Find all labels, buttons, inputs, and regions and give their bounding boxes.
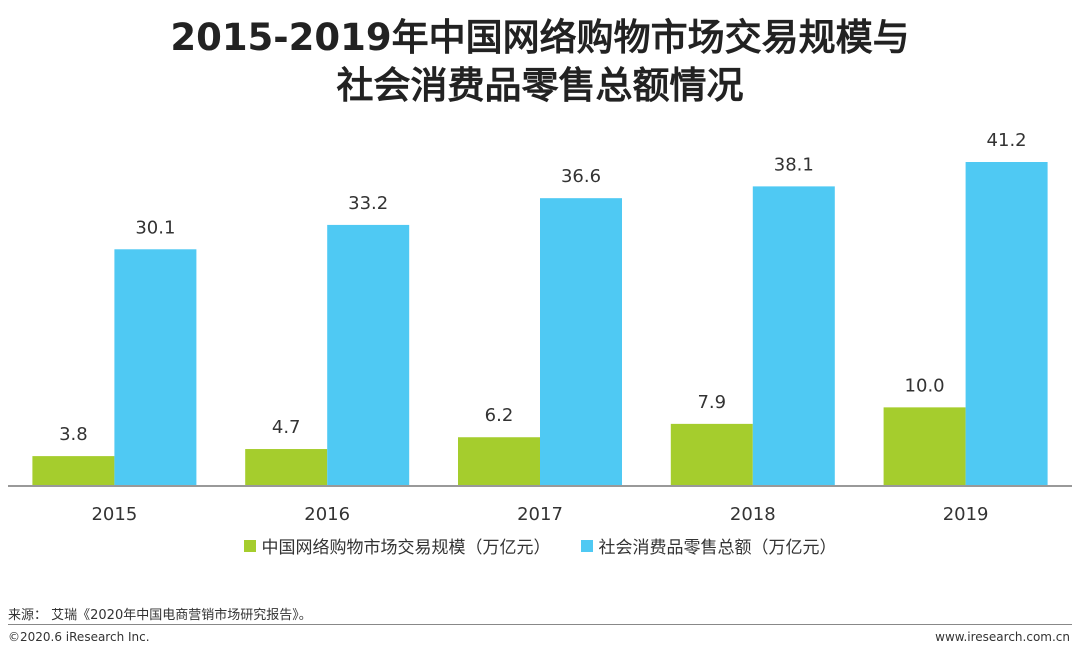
bar-online-shopping-2017 [458,437,540,486]
chart-title-line-1: 2015-2019年中国网络购物市场交易规模与 [170,16,910,59]
bar-online-shopping-2019 [883,407,966,486]
bar-retail-sales-2017 [540,198,622,487]
bar-chart: 3.8 30.1 2015 4.7 33.2 2016 6.2 36.6 2017 7.9 38.1… [8,130,1072,525]
data-label-retail-sales-2017: 36.6 [561,166,601,187]
chart-title-line-2: 社会消费品零售总额情况 [336,64,744,107]
copyright-text: ©2020.6 iResearch Inc. [8,630,150,644]
bar-retail-sales-2018 [752,186,835,486]
footer-divider [8,624,1072,625]
x-tick-label-2015: 2015 [91,504,137,525]
bar-online-shopping-2016 [245,449,328,486]
x-tick-label-2017: 2017 [517,504,563,525]
data-label-online-shopping-2019: 10.0 [905,375,945,396]
data-label-online-shopping-2017: 6.2 [485,405,514,426]
x-tick-label-2019: 2019 [943,504,989,525]
legend-swatch-retail-sales [580,539,593,552]
bar-retail-sales-2015 [114,249,197,486]
bar-retail-sales-2016 [327,224,410,486]
website-text: www.iresearch.com.cn [935,630,1070,644]
x-tick-label-2018: 2018 [730,504,776,525]
data-label-online-shopping-2015: 3.8 [59,424,88,445]
legend-item-retail-sales: 社会消费品零售总额（万亿元） [580,533,837,558]
legend-swatch-online-shopping [243,539,256,552]
data-label-retail-sales-2018: 38.1 [774,154,814,175]
data-label-retail-sales-2019: 41.2 [987,130,1027,151]
chart-title: 2015-2019年中国网络购物市场交易规模与 社会消费品零售总额情况 [0,14,1080,110]
chart-legend: 中国网络购物市场交易规模（万亿元） 社会消费品零售总额（万亿元） [0,533,1080,558]
bar-online-shopping-2018 [670,423,753,486]
legend-label-retail-sales: 社会消费品零售总额（万亿元） [598,538,837,558]
bar-retail-sales-2019 [965,162,1048,486]
legend-label-online-shopping: 中国网络购物市场交易规模（万亿元） [261,538,551,558]
data-label-retail-sales-2016: 33.2 [348,193,388,214]
data-label-online-shopping-2016: 4.7 [272,417,301,438]
data-label-online-shopping-2018: 7.9 [697,392,726,413]
x-tick-label-2016: 2016 [304,504,350,525]
bar-online-shopping-2015 [32,456,115,486]
legend-item-online-shopping: 中国网络购物市场交易规模（万亿元） [243,533,551,558]
data-label-retail-sales-2015: 30.1 [135,217,175,238]
source-note: 来源： 艾瑞《2020年中国电商营销市场研究报告》。 [8,608,312,623]
